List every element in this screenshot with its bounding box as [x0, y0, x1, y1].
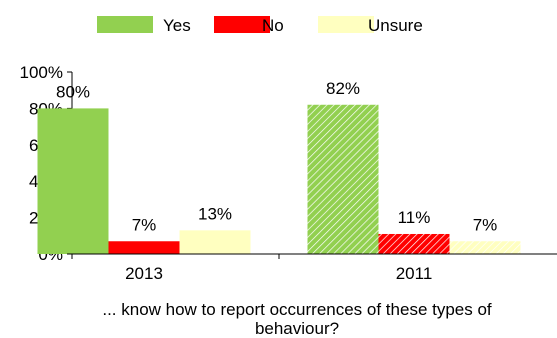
- legend-item-yes: Yes: [97, 16, 191, 35]
- legend-item-unsure: Unsure: [318, 16, 423, 35]
- data-label-unsure-2013: 13%: [198, 204, 232, 223]
- bar-no-2011: [378, 233, 450, 254]
- legend-swatch-unsure: [318, 16, 374, 33]
- legend-label-no: No: [262, 16, 284, 35]
- y-tick-label: 100%: [20, 63, 63, 82]
- data-label-yes-2011: 82%: [326, 79, 360, 98]
- data-label-yes-2013: 80%: [56, 82, 90, 101]
- data-label-unsure-2011: 7%: [473, 215, 498, 234]
- legend-swatch-no: [214, 16, 270, 33]
- bar-unsure-2011: [449, 241, 521, 254]
- legend-item-no: No: [214, 16, 284, 35]
- x-axis: 2013 2011: [67, 253, 557, 283]
- x-tick-label-2011: 2011: [396, 264, 433, 283]
- bar-no-2013: [108, 241, 180, 254]
- caption-line: ... know how to report occurrences of th…: [102, 300, 492, 319]
- legend-label-yes: Yes: [163, 16, 191, 35]
- bar-unsure-2013: [179, 230, 251, 254]
- x-tick-label-2013: 2013: [125, 264, 163, 283]
- bars: 80% 7% 13% 82% 11% 7%: [37, 79, 521, 255]
- legend-label-unsure: Unsure: [368, 16, 423, 35]
- bar-yes-2013: [37, 108, 109, 255]
- legend: Yes No Unsure: [97, 16, 423, 35]
- data-label-no-2013: 7%: [132, 215, 157, 234]
- caption-line: behaviour?: [255, 319, 339, 338]
- chart-caption: ... know how to report occurrences of th…: [102, 300, 492, 338]
- bar-yes-2011: [307, 104, 379, 254]
- legend-swatch-yes: [97, 16, 153, 33]
- data-label-no-2011: 11%: [398, 208, 431, 227]
- bar-group-2011: 82% 11% 7%: [307, 79, 521, 254]
- bar-group-2013: 80% 7% 13%: [37, 82, 251, 255]
